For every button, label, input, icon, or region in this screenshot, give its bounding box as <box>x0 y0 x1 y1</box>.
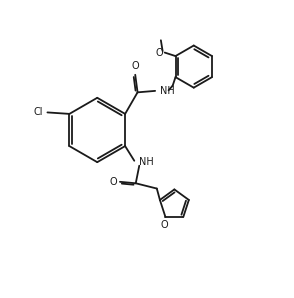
Text: O: O <box>110 177 118 187</box>
Text: O: O <box>156 48 163 58</box>
Text: Cl: Cl <box>34 107 43 117</box>
Text: NH: NH <box>139 157 153 167</box>
Text: O: O <box>161 221 168 230</box>
Text: O: O <box>131 61 139 71</box>
Text: NH: NH <box>161 86 175 96</box>
